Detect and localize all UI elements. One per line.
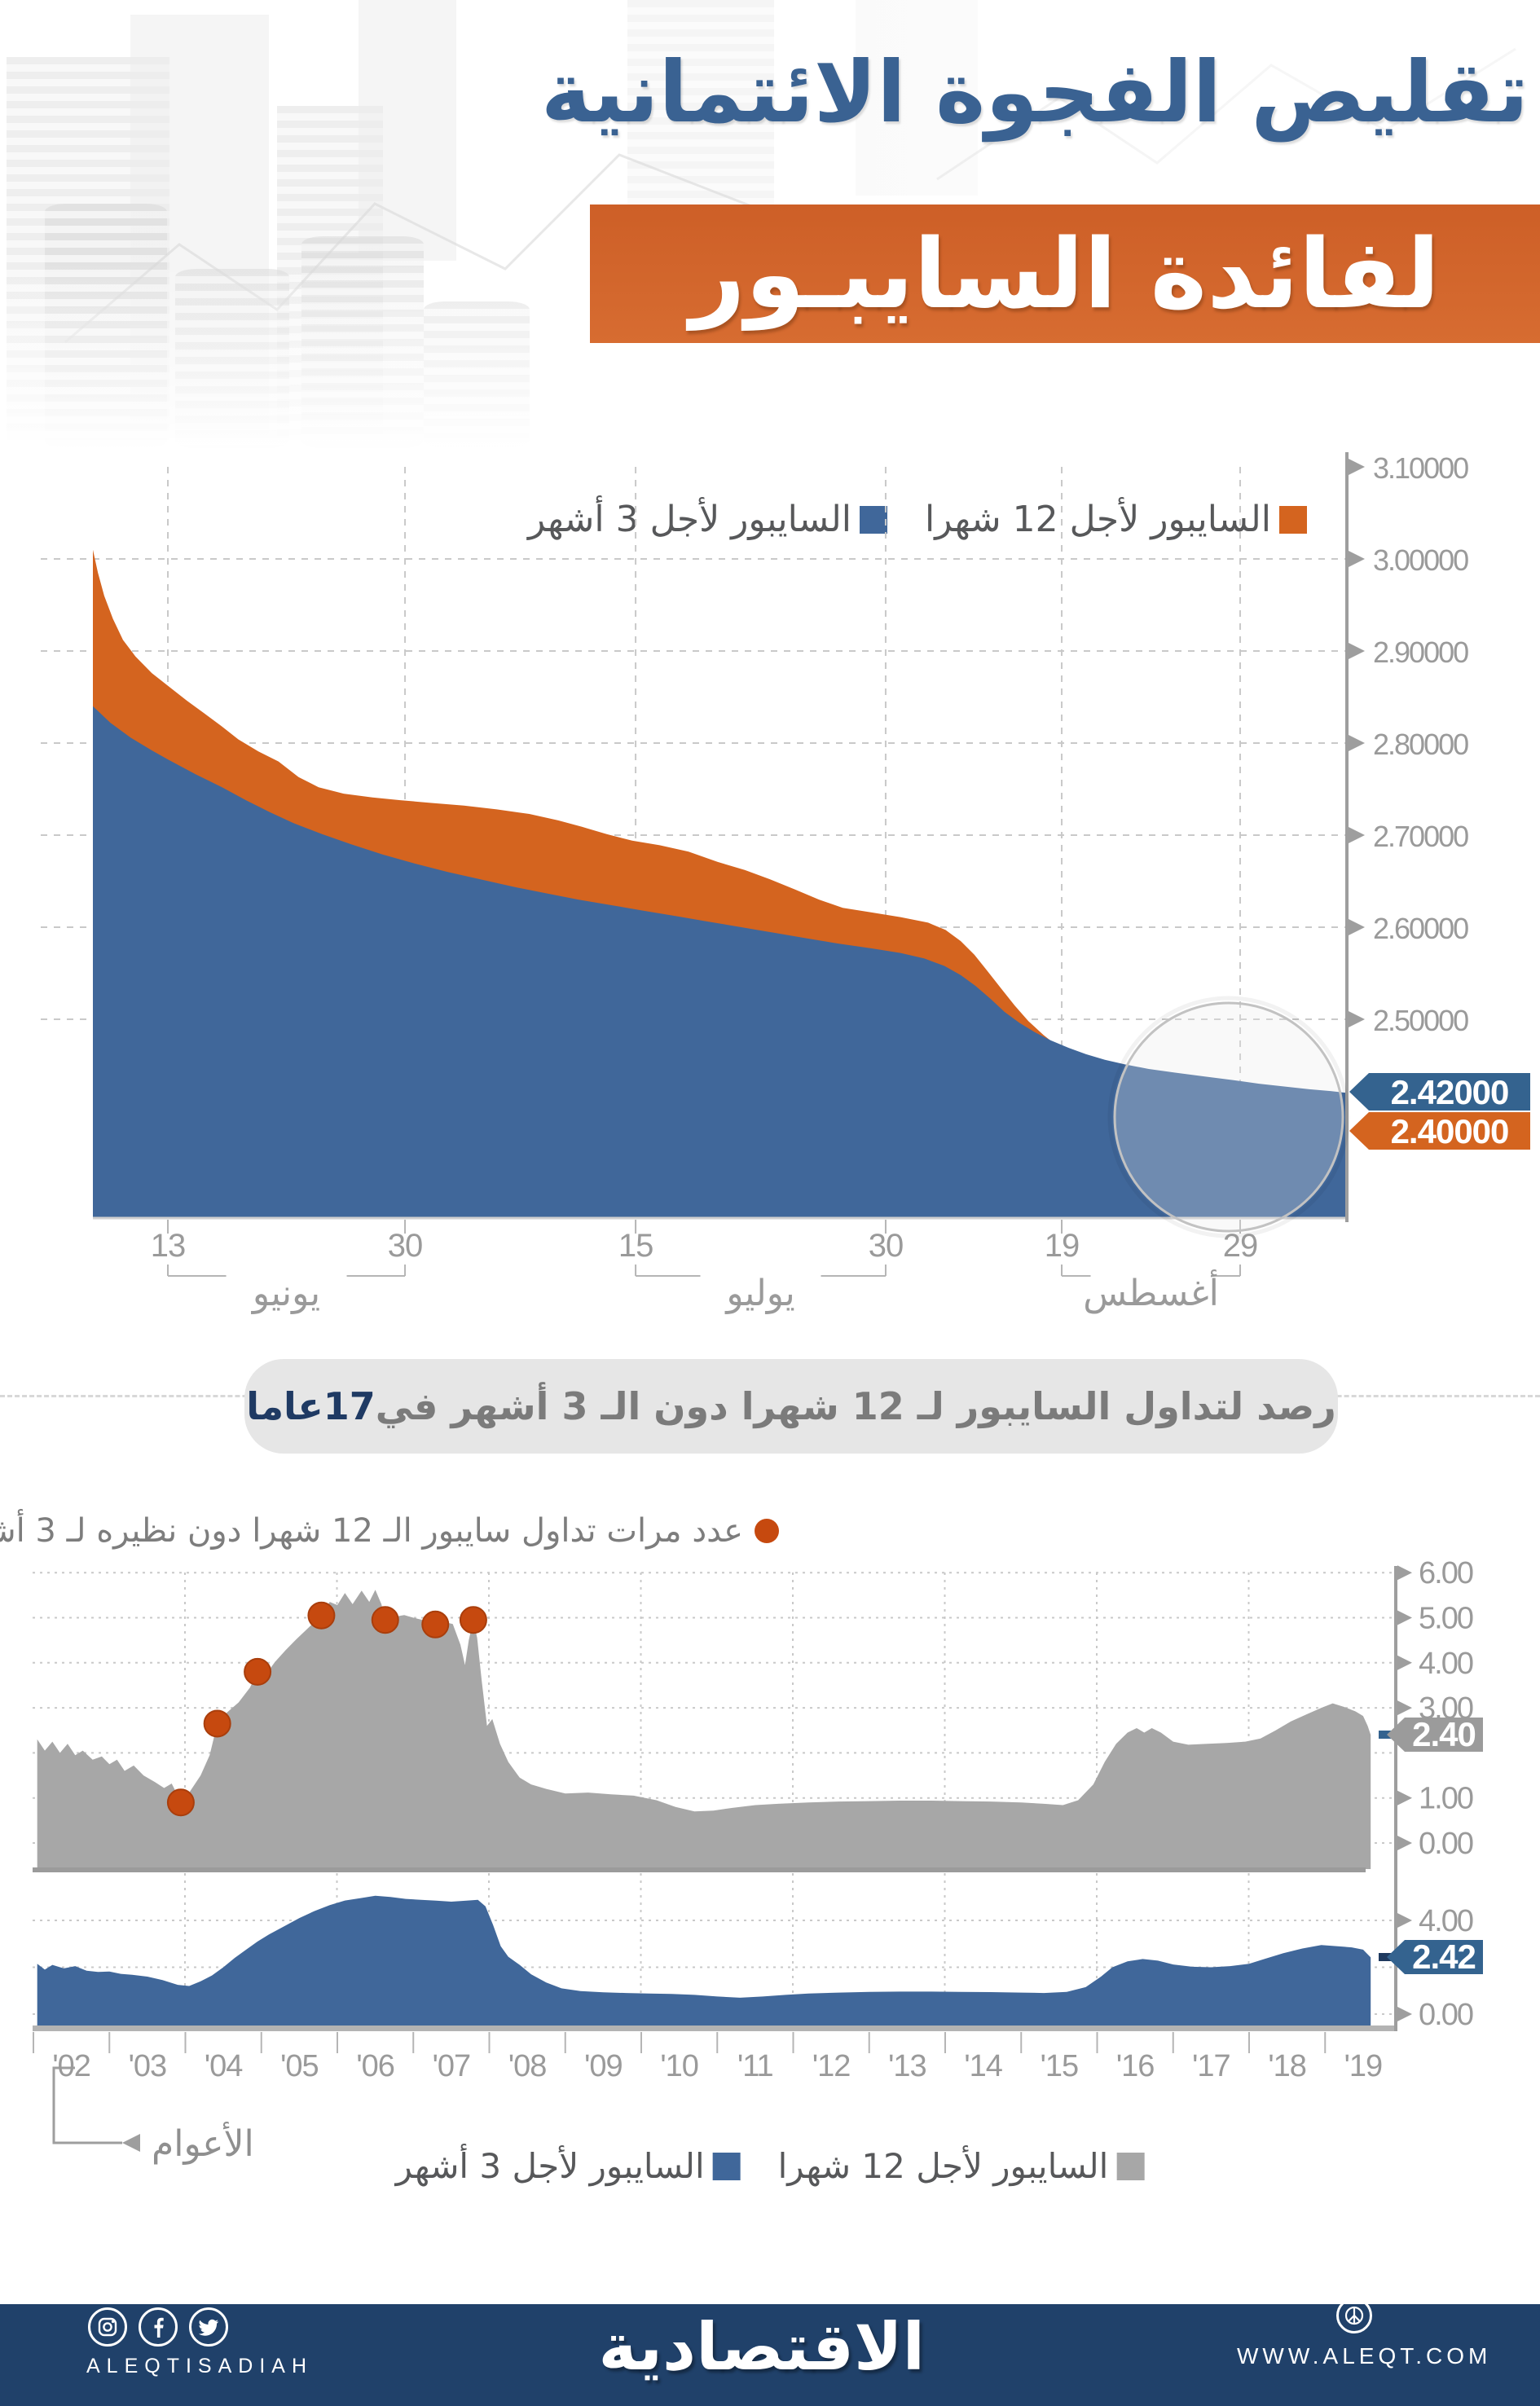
svg-text:2.90000: 2.90000 — [1373, 636, 1468, 669]
svg-text:يونيو: يونيو — [251, 1273, 320, 1314]
legend-item-12m: السايبور لأجل 12 شهرا — [925, 499, 1307, 540]
footer-bar: ALEQTISADIAH الاقتصادية WWW.ALEQT.COM — [0, 2298, 1540, 2406]
page-subtitle: لفائدة السايبـور — [689, 218, 1441, 330]
svg-text:19: 19 — [1045, 1228, 1080, 1264]
crossover-dot — [459, 1606, 487, 1634]
end-value-badge — [1349, 1112, 1530, 1150]
crossover-dot — [307, 1601, 336, 1630]
svg-text:2.70000: 2.70000 — [1373, 820, 1468, 853]
svg-text:2.42: 2.42 — [1412, 1938, 1476, 1976]
svg-text:أغسطس: أغسطس — [1083, 1269, 1219, 1314]
aleqtisadiah-logo: الاقتصادية — [598, 2309, 925, 2385]
legend-label-3m: السايبور لأجل 3 أشهر — [395, 2146, 705, 2186]
svg-text:'14: '14 — [964, 2049, 1002, 2083]
svg-text:5.00: 5.00 — [1419, 1602, 1473, 1636]
svg-text:30: 30 — [869, 1228, 904, 1264]
area-3m-17y — [37, 1895, 1371, 2026]
svg-text:'05: '05 — [280, 2049, 319, 2083]
chart1-legend: السايبور لأجل 12 شهرا السايبور لأجل 3 أش… — [528, 499, 1307, 540]
banner-text: رصد لتداول السايبور لـ 12 شهرا دون الـ 3… — [375, 1384, 1336, 1428]
svg-text:6.00: 6.00 — [1419, 1556, 1473, 1590]
svg-text:13: 13 — [151, 1228, 186, 1264]
brand-name: ALEQTISADIAH — [86, 2355, 313, 2377]
legend-label-12m: السايبور لأجل 12 شهرا — [777, 2146, 1109, 2186]
svg-text:15: 15 — [618, 1228, 653, 1264]
svg-text:'09: '09 — [584, 2049, 623, 2083]
svg-text:'16: '16 — [1116, 2049, 1155, 2083]
crossover-dot — [371, 1606, 399, 1634]
chart2-dots-legend-label: عدد مرات تداول سايبور الـ 12 شهرا دون نظ… — [0, 1512, 743, 1550]
page-title: تقليص الفجوة الائتمانية — [540, 42, 1529, 142]
svg-text:'15: '15 — [1041, 2049, 1079, 2083]
crossover-dot — [421, 1610, 450, 1638]
svg-text:0.00: 0.00 — [1419, 1827, 1473, 1861]
twitter-icon[interactable] — [189, 2307, 228, 2347]
svg-text:2.50000: 2.50000 — [1373, 1004, 1468, 1037]
legend-label-12m: السايبور لأجل 12 شهرا — [924, 499, 1271, 540]
chart2-legend: السايبور لأجل 12 شهرا السايبور لأجل 3 أش… — [396, 2146, 1145, 2186]
legend-swatch-12m-gray — [1116, 2152, 1145, 2180]
crossover-dot — [166, 1788, 195, 1817]
svg-text:2.40000: 2.40000 — [1391, 1112, 1509, 1150]
svg-text:2.80000: 2.80000 — [1373, 728, 1468, 761]
svg-text:'04: '04 — [205, 2049, 243, 2083]
chart2-dots-legend: عدد مرات تداول سايبور الـ 12 شهرا دون نظ… — [0, 1512, 779, 1550]
legend-swatch-12m — [1279, 505, 1307, 534]
svg-text:'10: '10 — [660, 2049, 698, 2083]
svg-text:4.00: 4.00 — [1419, 1647, 1473, 1681]
legend-item-3m-blue: السايبور لأجل 3 أشهر — [396, 2146, 741, 2186]
crossover-dot — [244, 1657, 272, 1686]
svg-text:1.00: 1.00 — [1419, 1782, 1473, 1816]
svg-text:'19: '19 — [1344, 2049, 1383, 2083]
globe-icon — [1336, 2298, 1372, 2333]
legend-swatch-3m — [859, 505, 887, 534]
chart1 — [41, 452, 1530, 1277]
legend-item-3m: السايبور لأجل 3 أشهر — [528, 499, 887, 540]
svg-text:الأعوام: الأعوام — [152, 2121, 254, 2165]
svg-text:يوليو: يوليو — [724, 1273, 794, 1314]
legend-swatch-3m-blue — [712, 2152, 741, 2180]
legend-label-3m: السايبور لأجل 3 أشهر — [527, 499, 851, 540]
facebook-icon[interactable] — [139, 2307, 178, 2347]
svg-text:4.00: 4.00 — [1419, 1904, 1473, 1938]
svg-text:'13: '13 — [888, 2049, 926, 2083]
header-collage: تقليص الفجوة الائتمانية لفائدة السايبـور — [0, 0, 1540, 505]
svg-text:3.00000: 3.00000 — [1373, 543, 1468, 577]
svg-text:'06: '06 — [356, 2049, 394, 2083]
svg-text:2.40: 2.40 — [1412, 1715, 1476, 1753]
end-value-badge — [1349, 1073, 1530, 1111]
svg-text:0.00: 0.00 — [1419, 1998, 1473, 2032]
legend-item-12m-gray: السايبور لأجل 12 شهرا — [778, 2146, 1145, 2186]
subtitle-band: لفائدة السايبـور — [590, 205, 1540, 343]
area-12m-17y — [37, 1590, 1371, 1869]
svg-text:3.10000: 3.10000 — [1373, 451, 1468, 485]
end-value-badge-12m — [1387, 1718, 1483, 1752]
svg-text:'03: '03 — [129, 2049, 167, 2083]
crossover-dot — [203, 1709, 231, 1738]
svg-text:30: 30 — [388, 1228, 423, 1264]
banner-highlight: 17عاما — [246, 1384, 376, 1428]
end-value-badge-3m — [1387, 1940, 1483, 1974]
svg-text:'18: '18 — [1268, 2049, 1306, 2083]
svg-text:3.00: 3.00 — [1419, 1691, 1473, 1726]
area-saibor-3m — [93, 706, 1347, 1218]
chart2 — [33, 1565, 1483, 2152]
instagram-icon[interactable] — [88, 2307, 127, 2347]
svg-text:2.60000: 2.60000 — [1373, 912, 1468, 945]
red-dot-icon — [755, 1519, 779, 1543]
svg-text:'08: '08 — [508, 2049, 547, 2083]
svg-text:'12: '12 — [812, 2049, 851, 2083]
social-icons — [88, 2307, 228, 2347]
svg-text:29: 29 — [1223, 1228, 1258, 1264]
section-banner: رصد لتداول السايبور لـ 12 شهرا دون الـ 3… — [244, 1359, 1338, 1454]
svg-text:'07: '07 — [433, 2049, 471, 2083]
svg-text:'02: '02 — [52, 2049, 90, 2083]
website-url[interactable]: WWW.ALEQT.COM — [1237, 2343, 1492, 2369]
svg-text:'11: '11 — [737, 2049, 773, 2083]
magnifier-lens — [1113, 1001, 1344, 1233]
svg-text:2.42000: 2.42000 — [1391, 1073, 1509, 1111]
svg-text:'17: '17 — [1192, 2049, 1230, 2083]
